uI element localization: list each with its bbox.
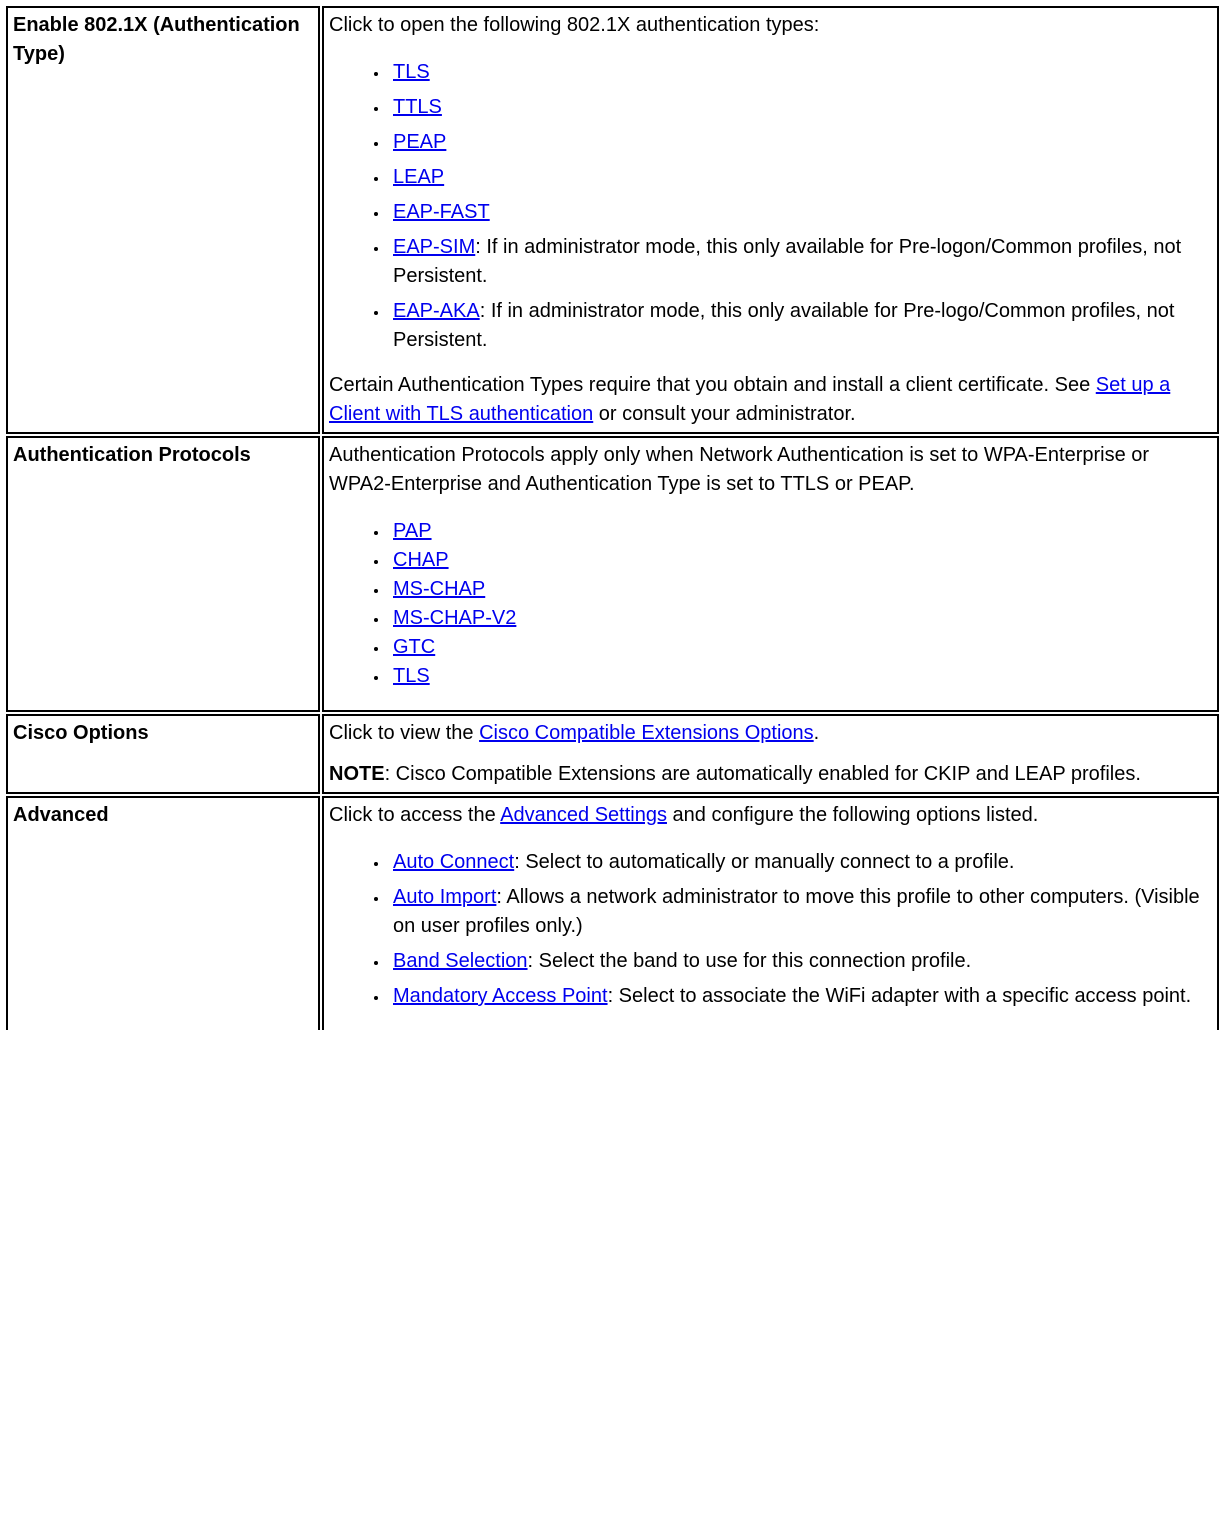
cisco-intro: Click to view the Cisco Compatible Exten… [329,719,1212,748]
link-ms-chap[interactable]: MS-CHAP [393,578,485,600]
auth-proto-list: PAP CHAP MS-CHAP MS-CHAP-V2 GTC TLS [329,517,1212,691]
row-label: Authentication Protocols [6,436,320,712]
link-ms-chap-v2[interactable]: MS-CHAP-V2 [393,607,516,629]
note-label: NOTE [329,763,385,785]
intro-text: Click to open the following 802.1X authe… [329,11,1212,40]
advanced-intro: Click to access the Advanced Settings an… [329,801,1212,830]
link-auto-import[interactable]: Auto Import [393,886,496,908]
list-item: MS-CHAP-V2 [389,604,1212,633]
advanced-list: Auto Connect: Select to automatically or… [329,848,1212,1011]
outro-text: Certain Authentication Types require tha… [329,371,1212,429]
link-band-selection[interactable]: Band Selection [393,950,528,972]
list-item: EAP-SIM: If in administrator mode, this … [389,233,1212,291]
row-advanced: Advanced Click to access the Advanced Se… [6,796,1219,1030]
row-label: Enable 802.1X (Authentication Type) [6,6,320,434]
row-auth-protocols: Authentication Protocols Authentication … [6,436,1219,712]
link-peap[interactable]: PEAP [393,131,446,153]
row-content: Click to view the Cisco Compatible Exten… [322,714,1219,794]
row-enable-8021x: Enable 802.1X (Authentication Type) Clic… [6,6,1219,434]
link-chap[interactable]: CHAP [393,549,449,571]
row-content: Authentication Protocols apply only when… [322,436,1219,712]
link-auto-connect[interactable]: Auto Connect [393,851,514,873]
link-pap[interactable]: PAP [393,520,432,542]
list-item: EAP-AKA: If in administrator mode, this … [389,297,1212,355]
row-content: Click to access the Advanced Settings an… [322,796,1219,1030]
list-item: TTLS [389,93,1212,122]
settings-table: Enable 802.1X (Authentication Type) Clic… [4,4,1221,1032]
list-item: PEAP [389,128,1212,157]
link-ttls[interactable]: TTLS [393,96,442,118]
link-cisco-cce[interactable]: Cisco Compatible Extensions Options [479,722,814,744]
link-tls[interactable]: TLS [393,61,430,83]
list-item: Band Selection: Select the band to use f… [389,947,1212,976]
list-item: Mandatory Access Point: Select to associ… [389,982,1212,1011]
list-item: Auto Import: Allows a network administra… [389,883,1212,941]
row-label: Cisco Options [6,714,320,794]
cisco-note: NOTE: Cisco Compatible Extensions are au… [329,760,1212,789]
list-item: Auto Connect: Select to automatically or… [389,848,1212,877]
link-mandatory-ap[interactable]: Mandatory Access Point [393,985,608,1007]
list-item: GTC [389,633,1212,662]
link-gtc[interactable]: GTC [393,636,435,658]
row-label: Advanced [6,796,320,1030]
link-advanced-settings[interactable]: Advanced Settings [500,804,667,826]
list-item: TLS [389,58,1212,87]
list-item: TLS [389,662,1212,691]
intro-text: Authentication Protocols apply only when… [329,441,1212,499]
link-eap-aka[interactable]: EAP-AKA [393,300,480,322]
list-item: EAP-FAST [389,198,1212,227]
row-cisco-options: Cisco Options Click to view the Cisco Co… [6,714,1219,794]
list-item: CHAP [389,546,1212,575]
link-eap-fast[interactable]: EAP-FAST [393,201,490,223]
link-eap-sim[interactable]: EAP-SIM [393,236,475,258]
list-item: MS-CHAP [389,575,1212,604]
auth-type-list: TLS TTLS PEAP LEAP EAP-FAST EAP-SIM: If … [329,58,1212,355]
list-item: PAP [389,517,1212,546]
row-content: Click to open the following 802.1X authe… [322,6,1219,434]
link-leap[interactable]: LEAP [393,166,444,188]
link-tls-proto[interactable]: TLS [393,665,430,687]
list-item: LEAP [389,163,1212,192]
